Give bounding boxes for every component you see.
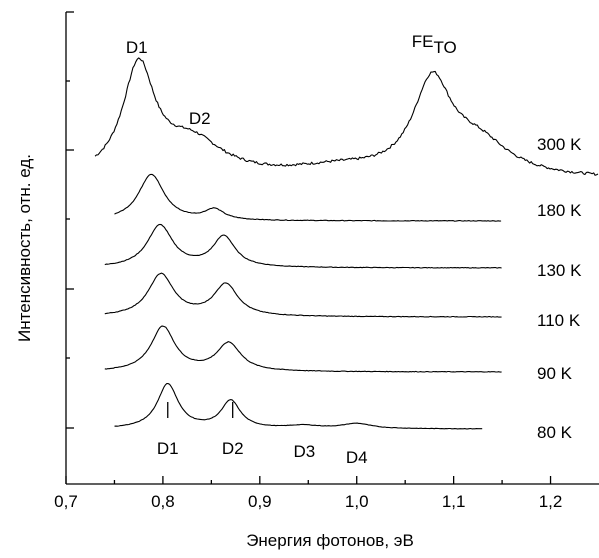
spectrum-line <box>104 325 502 373</box>
y-axis-title: Интенсивность, отн. ед. <box>15 154 34 342</box>
temperature-label: 90 K <box>537 364 573 383</box>
spectrum-line <box>94 57 599 176</box>
spectrum-line <box>104 223 502 269</box>
peak-label: D2 <box>222 439 244 458</box>
x-tick-label: 1,2 <box>539 492 563 511</box>
axes: 0,7 0,8 0,9 1,0 1,1 1,2 <box>54 11 599 511</box>
labels: Энергия фотонов, эВ Интенсивность, отн. е… <box>15 32 582 550</box>
x-tick-label: 1,0 <box>345 492 369 511</box>
peak-label: D2 <box>189 109 211 128</box>
x-tick-label: 0,8 <box>151 492 175 511</box>
temperature-label: 130 K <box>537 261 582 280</box>
x-tick-label: 1,1 <box>442 492 466 511</box>
temperature-label: 180 K <box>537 201 582 220</box>
peak-label: D1 <box>126 38 148 57</box>
temperature-label: 300 K <box>537 135 582 154</box>
peak-label: FETO <box>412 32 457 57</box>
spectrum-line <box>104 272 502 318</box>
spectra <box>94 57 599 430</box>
spectrum-line <box>114 382 483 430</box>
peak-label: D1 <box>157 439 179 458</box>
temperature-label: 110 K <box>537 311 581 330</box>
temperature-label: 80 K <box>537 423 573 442</box>
x-axis-title: Энергия фотонов, эВ <box>246 531 414 550</box>
peak-label-subscript: TO <box>433 38 456 57</box>
spectrum-line <box>114 173 502 222</box>
peak-label: D3 <box>294 442 316 461</box>
x-tick-label: 0,9 <box>248 492 272 511</box>
peak-label: D4 <box>346 448 368 467</box>
x-tick-label: 0,7 <box>54 492 78 511</box>
